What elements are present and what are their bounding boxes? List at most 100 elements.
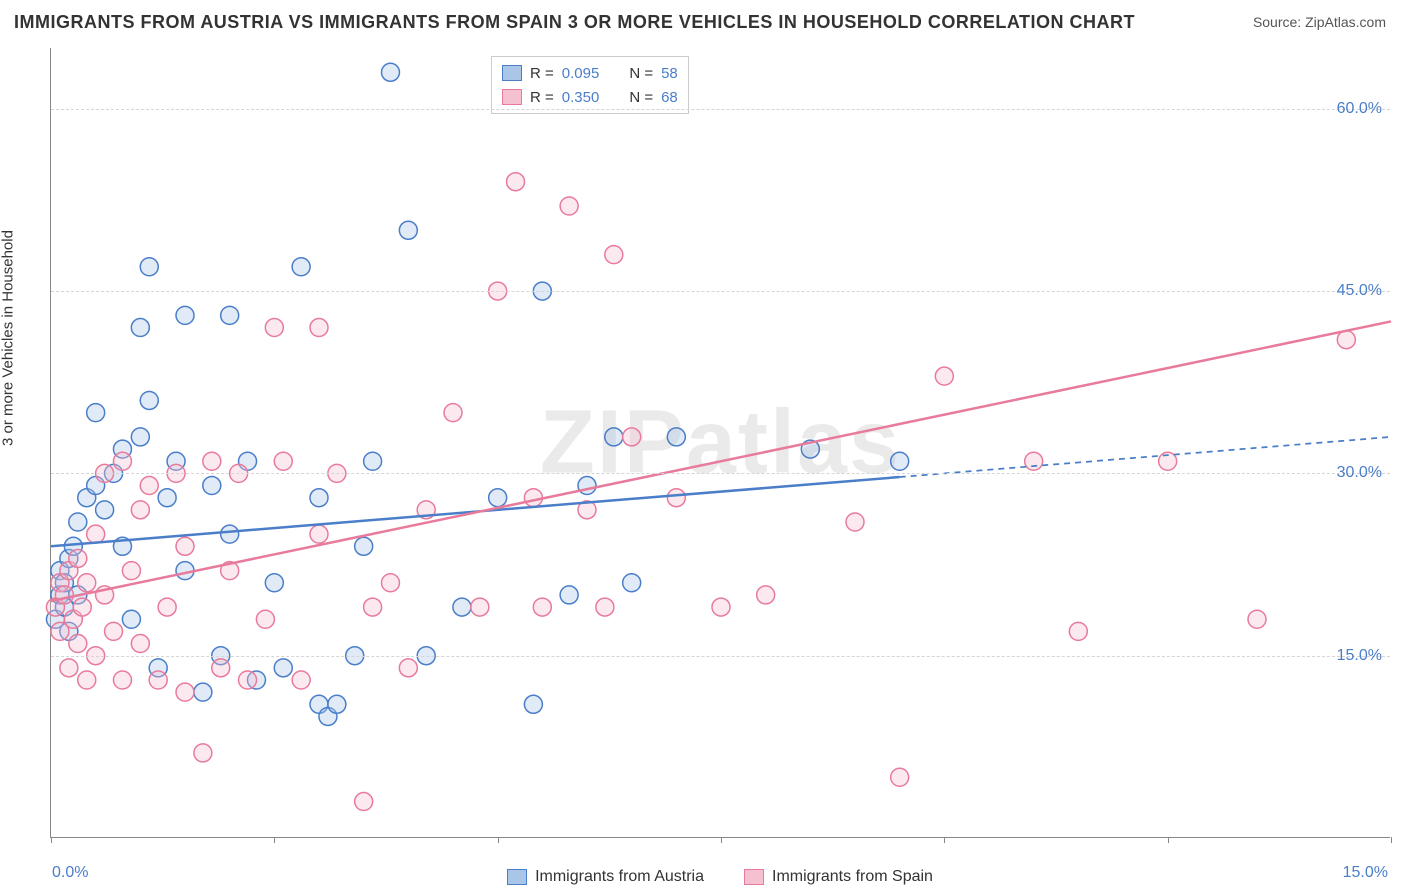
data-point-austria bbox=[158, 489, 176, 507]
gridline bbox=[51, 473, 1390, 474]
data-point-spain bbox=[310, 319, 328, 337]
data-point-spain bbox=[1248, 610, 1266, 628]
data-point-austria bbox=[265, 574, 283, 592]
y-tick-label: 60.0% bbox=[1337, 100, 1382, 118]
data-point-austria bbox=[489, 489, 507, 507]
data-point-austria bbox=[221, 525, 239, 543]
x-tick-mark bbox=[274, 837, 275, 843]
x-tick-mark bbox=[721, 837, 722, 843]
chart-title: IMMIGRANTS FROM AUSTRIA VS IMMIGRANTS FR… bbox=[14, 12, 1135, 33]
data-point-spain bbox=[131, 635, 149, 653]
y-tick-label: 30.0% bbox=[1337, 464, 1382, 482]
data-point-spain bbox=[596, 598, 614, 616]
data-point-spain bbox=[78, 671, 96, 689]
x-tick-mark bbox=[1168, 837, 1169, 843]
data-point-spain bbox=[757, 586, 775, 604]
data-point-spain bbox=[256, 610, 274, 628]
data-point-austria bbox=[140, 391, 158, 409]
data-point-spain bbox=[60, 659, 78, 677]
data-point-spain bbox=[891, 768, 909, 786]
plot-area: ZIPatlas R =0.095N =58R =0.350N =68 15.0… bbox=[50, 48, 1390, 838]
data-point-spain bbox=[69, 635, 87, 653]
data-point-spain bbox=[274, 452, 292, 470]
data-point-austria bbox=[96, 501, 114, 519]
data-point-austria bbox=[221, 306, 239, 324]
data-point-spain bbox=[1337, 331, 1355, 349]
data-point-spain bbox=[78, 574, 96, 592]
data-point-spain bbox=[364, 598, 382, 616]
legend-swatch-icon bbox=[507, 869, 527, 885]
legend-series-label: Immigrants from Spain bbox=[772, 868, 933, 886]
legend-series: Immigrants from Austria Immigrants from S… bbox=[50, 868, 1390, 886]
gridline bbox=[51, 291, 1390, 292]
data-point-austria bbox=[69, 513, 87, 531]
data-point-spain bbox=[471, 598, 489, 616]
data-point-spain bbox=[149, 671, 167, 689]
data-point-spain bbox=[1069, 622, 1087, 640]
data-point-spain bbox=[265, 319, 283, 337]
data-point-spain bbox=[176, 683, 194, 701]
data-point-spain bbox=[158, 598, 176, 616]
chart-container: IMMIGRANTS FROM AUSTRIA VS IMMIGRANTS FR… bbox=[0, 0, 1406, 892]
legend-series-label: Immigrants from Austria bbox=[535, 868, 704, 886]
y-tick-label: 45.0% bbox=[1337, 282, 1382, 300]
legend-item-austria: Immigrants from Austria bbox=[507, 868, 704, 886]
data-point-austria bbox=[274, 659, 292, 677]
gridline bbox=[51, 656, 1390, 657]
legend-r-label: R = bbox=[530, 65, 554, 82]
data-point-austria bbox=[328, 695, 346, 713]
data-point-spain bbox=[140, 477, 158, 495]
data-point-spain bbox=[131, 501, 149, 519]
data-point-austria bbox=[578, 477, 596, 495]
data-point-austria bbox=[87, 404, 105, 422]
data-point-spain bbox=[444, 404, 462, 422]
legend-n-value: 68 bbox=[661, 89, 678, 106]
y-tick-label: 15.0% bbox=[1337, 647, 1382, 665]
data-point-austria bbox=[399, 221, 417, 239]
legend-r-value: 0.350 bbox=[562, 89, 600, 106]
data-point-spain bbox=[105, 622, 123, 640]
legend-n-label: N = bbox=[629, 65, 653, 82]
data-point-austria bbox=[131, 428, 149, 446]
data-point-spain bbox=[87, 525, 105, 543]
data-point-austria bbox=[140, 258, 158, 276]
legend-n-label: N = bbox=[629, 89, 653, 106]
legend-swatch-icon bbox=[502, 65, 522, 81]
data-point-spain bbox=[623, 428, 641, 446]
data-point-spain bbox=[846, 513, 864, 531]
gridline bbox=[51, 109, 1390, 110]
data-point-austria bbox=[355, 537, 373, 555]
legend-correlation-box: R = 0.095 N = 58 R = 0.350 N = 68 bbox=[491, 56, 689, 114]
data-point-austria bbox=[524, 695, 542, 713]
data-point-spain bbox=[712, 598, 730, 616]
data-point-spain bbox=[381, 574, 399, 592]
data-point-austria bbox=[203, 477, 221, 495]
legend-r-label: R = bbox=[530, 89, 554, 106]
data-point-spain bbox=[239, 671, 257, 689]
data-point-spain bbox=[935, 367, 953, 385]
data-point-austria bbox=[667, 428, 685, 446]
data-point-spain bbox=[194, 744, 212, 762]
data-point-spain bbox=[355, 793, 373, 811]
legend-r-value: 0.095 bbox=[562, 65, 600, 82]
data-point-austria bbox=[131, 319, 149, 337]
data-point-austria bbox=[310, 489, 328, 507]
legend-swatch-icon bbox=[502, 89, 522, 105]
legend-row-spain: R = 0.350 N = 68 bbox=[502, 85, 678, 109]
data-point-spain bbox=[122, 562, 140, 580]
data-point-spain bbox=[605, 246, 623, 264]
data-point-spain bbox=[113, 671, 131, 689]
data-point-austria bbox=[292, 258, 310, 276]
legend-n-value: 58 bbox=[661, 65, 678, 82]
x-tick-mark bbox=[498, 837, 499, 843]
data-point-spain bbox=[1025, 452, 1043, 470]
data-point-spain bbox=[310, 525, 328, 543]
data-point-spain bbox=[212, 659, 230, 677]
x-tick-mark bbox=[51, 837, 52, 843]
data-point-spain bbox=[560, 197, 578, 215]
data-point-spain bbox=[533, 598, 551, 616]
source-attribution: Source: ZipAtlas.com bbox=[1253, 14, 1386, 30]
legend-row-austria: R = 0.095 N = 58 bbox=[502, 61, 678, 85]
data-point-spain bbox=[176, 537, 194, 555]
data-point-spain bbox=[73, 598, 91, 616]
